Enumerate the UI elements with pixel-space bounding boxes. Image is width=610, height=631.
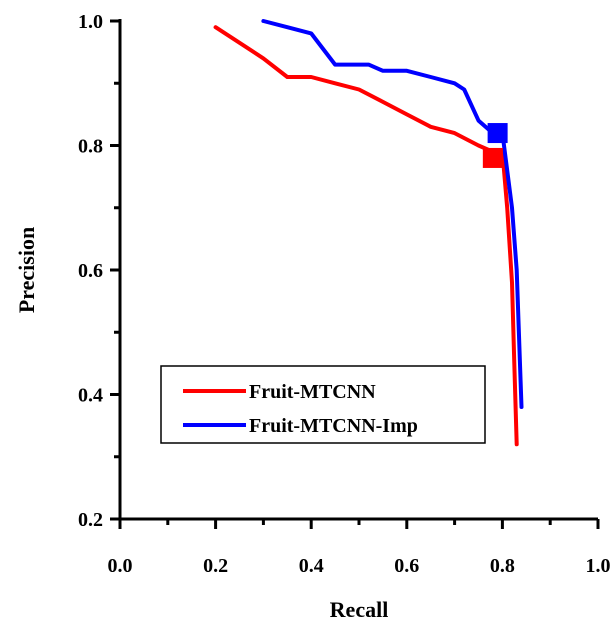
- x-tick-label: 0.8: [490, 555, 515, 577]
- series-line-fruit-mtcnn-imp: [261, 19, 524, 409]
- y-tick-label: 0.6: [78, 260, 103, 282]
- x-axis-title: Recall: [330, 597, 389, 622]
- y-tick-label: 0.2: [78, 509, 103, 531]
- legend-label-fruit-mtcnn-imp: Fruit-MTCNN-Imp: [249, 415, 418, 437]
- plot-markers: [482, 123, 508, 168]
- plot-lines: [213, 19, 524, 447]
- x-tick-label: 0.2: [203, 555, 228, 577]
- legend-label-fruit-mtcnn: Fruit-MTCNN: [249, 381, 376, 403]
- series-marker-fruit-mtcnn-imp: [487, 123, 508, 144]
- legend: Fruit-MTCNN Fruit-MTCNN-Imp: [160, 365, 486, 444]
- x-tick-label: 0.4: [299, 555, 324, 577]
- x-tick-label: 1.0: [586, 555, 610, 577]
- y-tick-label: 1.0: [78, 11, 103, 33]
- series-marker-fruit-mtcnn: [482, 147, 503, 168]
- x-axis-ticks: 0.0 0.2 0.4 0.6 0.8 1.0: [108, 519, 610, 577]
- series-line-fruit-mtcnn: [213, 25, 519, 447]
- x-tick-label: 0.6: [394, 555, 419, 577]
- x-tick-label: 0.0: [108, 555, 133, 577]
- legend-box: [160, 365, 486, 444]
- y-tick-label: 0.4: [78, 385, 103, 407]
- y-tick-label: 0.8: [78, 136, 103, 158]
- y-axis-title: Precision: [14, 227, 39, 313]
- y-axis-ticks: 0.2 0.4 0.6 0.8 1.0: [78, 11, 120, 531]
